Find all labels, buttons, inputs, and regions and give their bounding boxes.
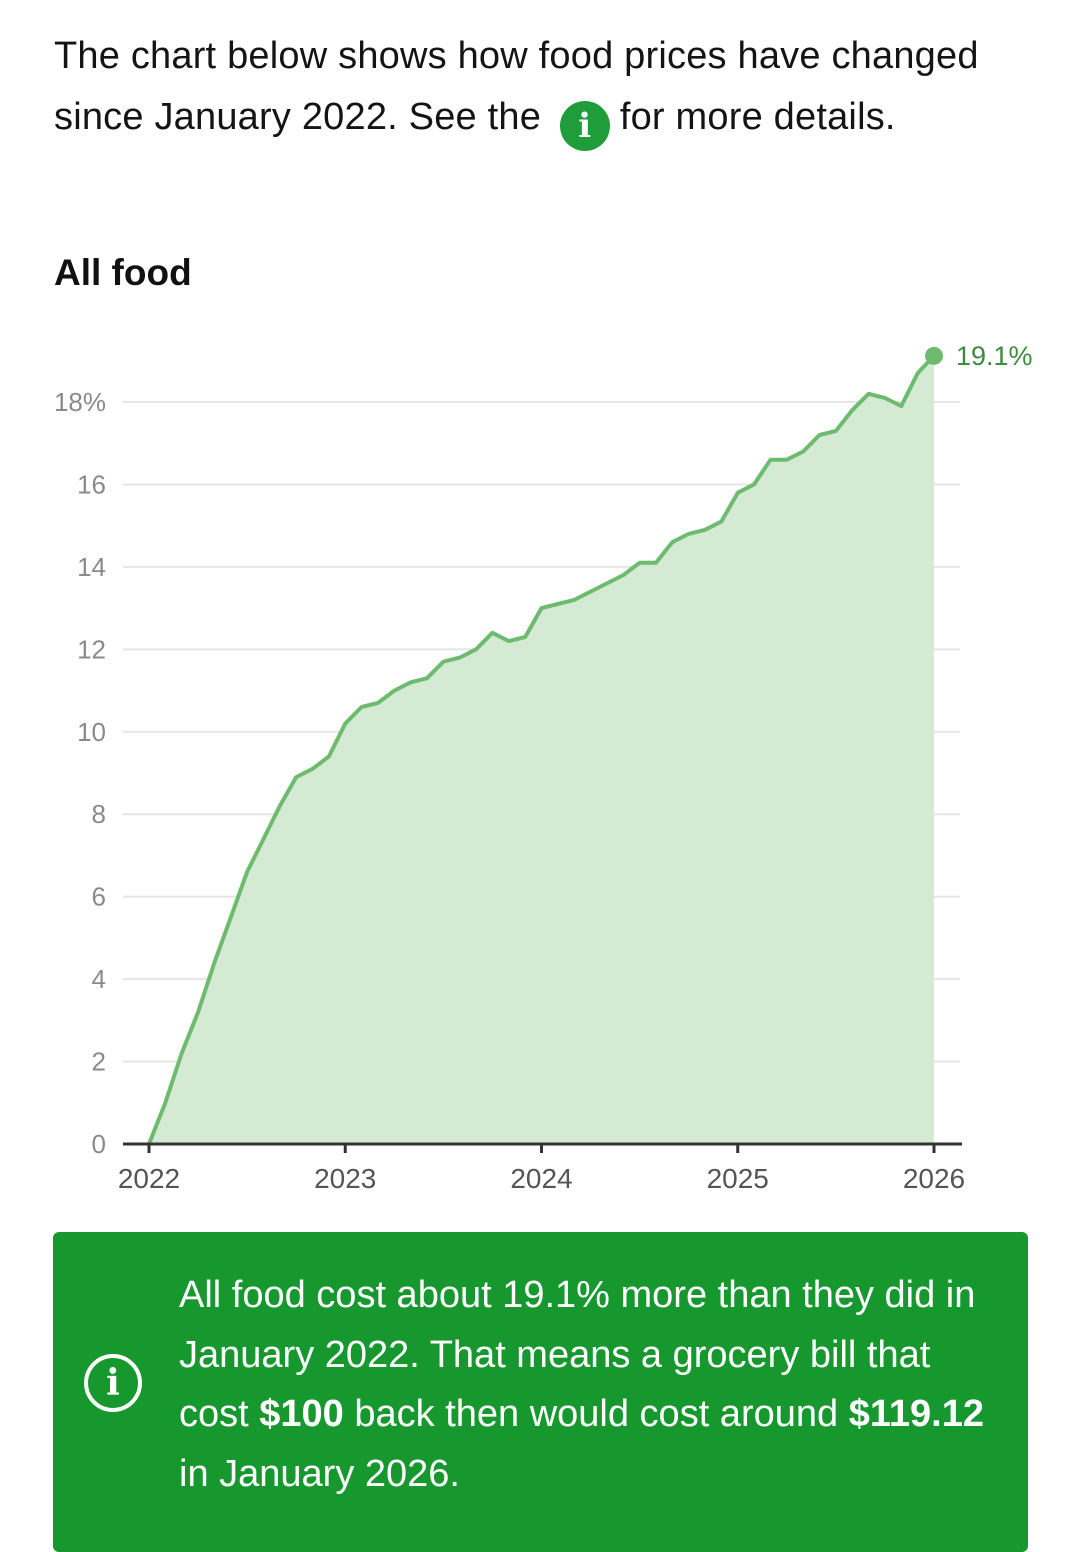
y-tick-label: 0 [92, 1129, 106, 1159]
info-icon[interactable]: i [560, 101, 610, 151]
y-tick-label: 16 [77, 469, 106, 499]
y-tick-label: 12 [77, 634, 106, 664]
x-tick-label: 2023 [314, 1163, 376, 1194]
end-value-label: 19.1% [956, 341, 1033, 371]
y-tick-label: 4 [92, 964, 106, 994]
end-point [925, 347, 943, 365]
x-tick-label: 2026 [903, 1163, 965, 1194]
area-layer [149, 347, 943, 1144]
x-tick-label: 2024 [510, 1163, 572, 1194]
chart-title: All food [54, 252, 192, 294]
info-circle-icon: i [84, 1354, 142, 1412]
summary-text: All food cost about 19.1% more than they… [179, 1266, 1009, 1504]
y-tick-label: 8 [92, 799, 106, 829]
x-tick-label: 2025 [707, 1163, 769, 1194]
y-tick-label: 6 [92, 882, 106, 912]
y-tick-label: 18% [54, 387, 106, 417]
intro-text-after: for more details. [620, 96, 896, 138]
series-area [149, 356, 934, 1144]
amount-then: $100 [259, 1393, 344, 1435]
y-tick-label: 14 [77, 552, 106, 582]
amount-now: $119.12 [849, 1393, 984, 1435]
summary-text-part3: in January 2026. [179, 1453, 460, 1495]
axes [123, 1144, 962, 1153]
summary-callout: i All food cost about 19.1% more than th… [53, 1232, 1028, 1552]
summary-text-part2: back then would cost around [354, 1393, 838, 1435]
food-price-chart: 0 2 4 6 8 10 12 14 16 18% 19.1% 2022 2023 2024 2025 202… [0, 320, 1080, 1210]
intro-text: The chart below shows how food prices ha… [54, 26, 1014, 151]
x-tick-label: 2022 [118, 1163, 180, 1194]
y-tick-label: 2 [92, 1047, 106, 1077]
y-tick-label: 10 [77, 717, 106, 747]
